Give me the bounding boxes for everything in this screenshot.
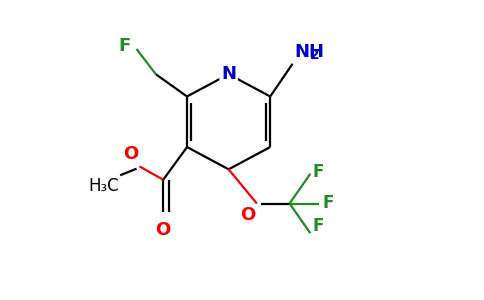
Text: NH: NH xyxy=(294,43,324,61)
Text: F: F xyxy=(322,194,333,212)
Text: 2: 2 xyxy=(310,48,320,62)
Text: H₃C: H₃C xyxy=(88,177,119,195)
Text: O: O xyxy=(240,206,256,224)
Text: O: O xyxy=(123,146,138,164)
Text: O: O xyxy=(156,221,171,239)
Text: F: F xyxy=(313,217,324,235)
Text: F: F xyxy=(118,37,131,55)
Text: F: F xyxy=(313,163,324,181)
Text: N: N xyxy=(221,65,236,83)
